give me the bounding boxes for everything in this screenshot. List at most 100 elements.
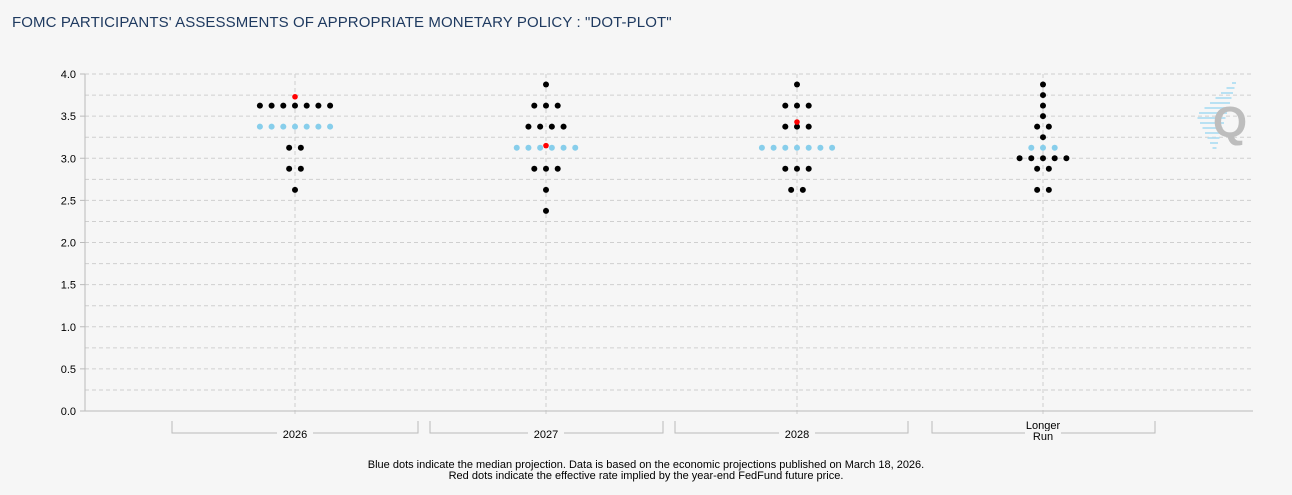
futures-implied-dot	[794, 119, 800, 125]
participant-dot	[548, 123, 555, 130]
category-label: Run	[1033, 431, 1053, 443]
watermark-stripe	[1221, 92, 1233, 94]
watermark-stripe	[1205, 132, 1221, 134]
watermark-stripe	[1215, 97, 1232, 99]
median-dot	[782, 144, 789, 151]
footnote-line-2: Red dots indicate the effective rate imp…	[448, 470, 844, 482]
median-dot	[794, 144, 800, 151]
median-dot	[829, 144, 836, 151]
participant-dot	[1040, 92, 1046, 99]
participant-dot	[1028, 155, 1035, 162]
participant-dot	[1045, 165, 1052, 172]
participant-dot	[286, 144, 293, 151]
participant-dot	[297, 165, 304, 172]
participant-dot	[327, 102, 334, 109]
watermark-stripe	[1210, 142, 1218, 144]
category-label-bg	[779, 429, 815, 441]
participant-dot	[525, 123, 532, 130]
participant-dot	[1045, 123, 1052, 130]
participant-dot	[794, 123, 800, 130]
participant-dot	[531, 102, 538, 109]
participant-dot	[1034, 123, 1041, 130]
participant-dot	[297, 144, 304, 151]
participant-dot	[1045, 186, 1052, 193]
watermark-stripe	[1226, 87, 1235, 89]
participant-dot	[543, 186, 549, 193]
median-dot	[280, 123, 287, 130]
y-tick-label: 1.0	[61, 322, 76, 334]
participant-dot	[268, 102, 275, 109]
median-dot	[1051, 144, 1058, 151]
watermark-stripe	[1204, 107, 1229, 109]
median-dot	[560, 144, 567, 151]
median-dot	[292, 123, 298, 130]
participant-dot	[1040, 81, 1046, 88]
participant-dot	[292, 186, 298, 193]
y-tick-label: 3.0	[61, 153, 76, 165]
participant-dot	[286, 165, 293, 172]
median-dot	[525, 144, 532, 151]
category-label-bg	[1025, 420, 1061, 432]
median-dot	[303, 123, 310, 130]
watermark-stripe	[1202, 127, 1223, 129]
median-dot	[817, 144, 824, 151]
median-dot	[548, 144, 555, 151]
y-tick-label: 2.0	[61, 238, 76, 250]
participant-dot	[537, 123, 544, 130]
participant-dot	[1040, 134, 1046, 141]
participant-dot	[1040, 155, 1046, 162]
watermark-q: Q	[1213, 98, 1247, 147]
watermark-stripe	[1200, 122, 1224, 124]
participant-dot	[794, 165, 800, 172]
y-tick-label: 3.5	[61, 111, 76, 123]
participant-dot	[1034, 165, 1041, 172]
participant-dot	[531, 165, 538, 172]
participant-dot	[1051, 155, 1058, 162]
median-dot	[513, 144, 520, 151]
category-label: 2027	[534, 429, 558, 441]
participant-dot	[1016, 155, 1023, 162]
participant-dot	[788, 186, 795, 193]
median-dot	[1040, 144, 1046, 151]
footnote-line-1: Blue dots indicate the median projection…	[367, 459, 925, 471]
y-tick-label: 1.5	[61, 280, 76, 292]
category-label: 2026	[283, 429, 307, 441]
watermark-stripe	[1232, 82, 1236, 84]
participant-dot	[560, 123, 567, 130]
participant-dot	[805, 102, 812, 109]
participant-dot	[1040, 113, 1046, 120]
participant-dot	[303, 102, 310, 109]
watermark-stripe	[1212, 147, 1217, 149]
category-label: 2028	[785, 429, 809, 441]
participant-dot	[1040, 102, 1046, 109]
participant-dot	[543, 207, 549, 214]
participant-dot	[554, 102, 561, 109]
y-tick-label: 2.5	[61, 195, 76, 207]
participant-dot	[1034, 186, 1041, 193]
participant-dot	[292, 102, 298, 109]
y-tick-label: 0.0	[61, 406, 76, 418]
category-label: Longer	[1026, 420, 1061, 432]
participant-dot	[315, 102, 322, 109]
category-label-bg	[1025, 431, 1061, 443]
watermark-logo: Q	[1197, 82, 1247, 149]
median-dot	[315, 123, 322, 130]
median-dot	[537, 144, 544, 151]
median-dot	[805, 144, 812, 151]
median-dot	[268, 123, 275, 130]
watermark-stripe	[1199, 112, 1227, 114]
median-dot	[572, 144, 579, 151]
participant-dot	[280, 102, 287, 109]
median-dot	[327, 123, 334, 130]
participant-dot	[543, 81, 549, 88]
category-label-bg	[528, 429, 564, 441]
median-dot	[758, 144, 765, 151]
median-dot	[1028, 144, 1035, 151]
futures-implied-dot	[292, 93, 298, 100]
participant-dot	[794, 102, 800, 109]
participant-dot	[543, 102, 549, 109]
participant-dot	[782, 102, 789, 109]
participant-dot	[782, 123, 789, 130]
median-dot	[770, 144, 777, 151]
